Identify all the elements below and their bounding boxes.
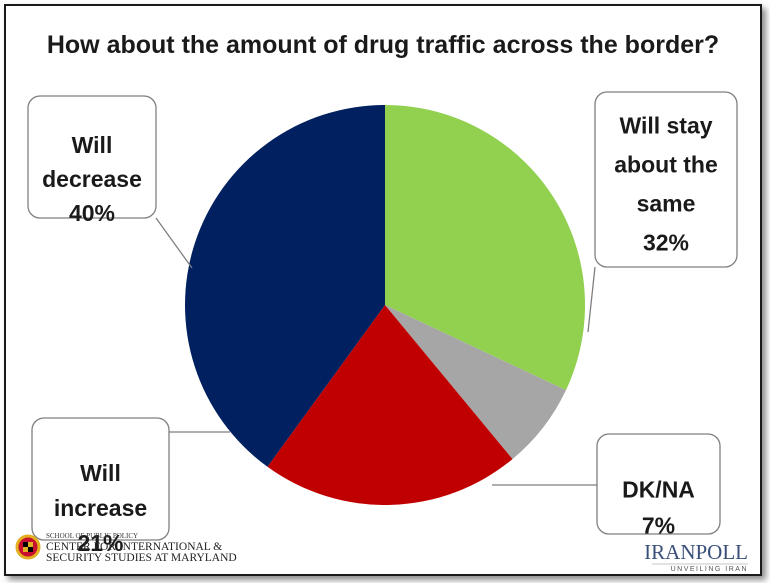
callout-label-increase: Will [80, 460, 121, 486]
iranpoll-name: IRANPOLL [644, 540, 748, 564]
chart-title: How about the amount of drug traffic acr… [47, 31, 719, 59]
callout-decrease: Will decrease 40% [27, 95, 193, 269]
umd-school-text: SCHOOL OF PUBLIC POLICY [46, 532, 138, 540]
umd-security-text: SECURITY STUDIES AT MARYLAND [46, 552, 237, 564]
pie-slice-dk [385, 305, 566, 460]
callout-value-increase: 21% [77, 530, 123, 556]
callout-label-dk: DK/NA [622, 476, 695, 502]
callout-increase: Will increase 21% [31, 417, 230, 556]
iranpoll-tagline: UNVEILING IRAN [671, 566, 748, 573]
umd-seal-icon [15, 534, 41, 560]
callout-box [31, 417, 170, 541]
callout-box [27, 95, 157, 219]
pie-slice-decrease [185, 105, 385, 467]
callout-label-stay: about the [614, 151, 718, 177]
pie-slice-increase [267, 305, 513, 505]
callout-label-increase: increase [54, 495, 147, 521]
umd-logo: SCHOOL OF PUBLIC POLICY CENTER FOR INTER… [15, 532, 237, 564]
iranpoll-logo: IRANPOLL UNVEILING IRAN [644, 540, 748, 573]
callout-box [596, 433, 721, 535]
callout-pointer [587, 266, 596, 333]
callout-value-dk: 7% [642, 512, 675, 538]
pie-slices [185, 104, 586, 505]
callout-label-decrease: Will [72, 132, 113, 158]
umd-center-text: CENTER FOR INTERNATIONAL & [46, 541, 222, 553]
callout-value-stay: 32% [643, 229, 689, 255]
callout-pointer [155, 217, 193, 269]
pie-callouts: Will stay about the same 32% DK/NA 7% Will incr… [27, 91, 738, 556]
callout-box [594, 91, 738, 268]
callout-label-stay: Will stay [619, 112, 712, 138]
pie-slice-stay [385, 104, 586, 391]
callout-label-decrease: decrease [42, 166, 142, 192]
callout-dk: DK/NA 7% [492, 433, 721, 538]
callout-label-stay: same [637, 190, 696, 216]
callout-value-decrease: 40% [69, 200, 115, 226]
callout-stay: Will stay about the same 32% [587, 91, 738, 333]
